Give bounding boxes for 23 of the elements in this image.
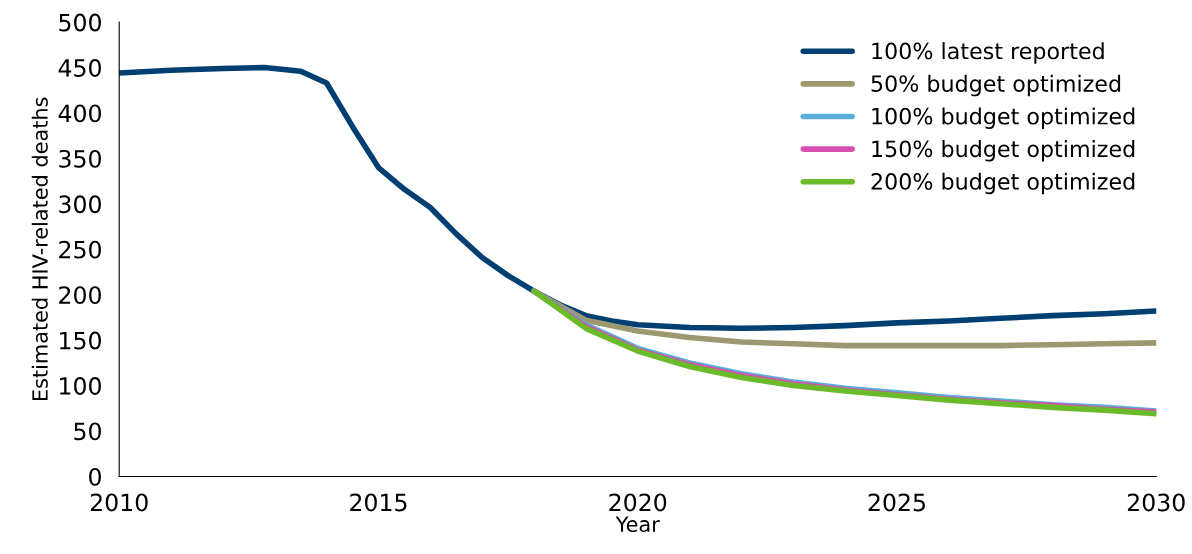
y-tick-label: 500 xyxy=(59,13,101,32)
y-tick-label: 300 xyxy=(59,195,101,214)
legend-label: 100% latest reported xyxy=(872,42,1104,64)
y-tick-label: 400 xyxy=(58,104,101,123)
x-tick-label: 2025 xyxy=(868,493,925,512)
x-tick-label: 2030 xyxy=(1127,493,1185,512)
legend-label: 50% budget optimized xyxy=(871,74,1121,97)
y-tick-label: 0 xyxy=(89,467,101,486)
y-axis-title: Estimated HIV-related deaths xyxy=(31,97,48,401)
y-tick-label: 50 xyxy=(74,422,101,441)
legend-label: 200% budget optimized xyxy=(871,172,1135,195)
legend-label: 150% budget optimized xyxy=(872,140,1135,162)
x-axis-title: Year xyxy=(615,516,660,533)
legend-label: 100% budget optimized xyxy=(872,107,1135,129)
x-tick-label: 2010 xyxy=(90,493,148,512)
y-tick-label: 200 xyxy=(59,286,101,305)
y-tick-label: 100 xyxy=(60,377,101,395)
y-tick-label: 450 xyxy=(58,59,101,77)
y-tick-label: 250 xyxy=(59,240,101,259)
y-tick-label: 150 xyxy=(60,331,101,350)
x-tick-label: 2020 xyxy=(609,493,667,512)
x-tick-label: 2015 xyxy=(350,493,407,512)
y-tick-label: 350 xyxy=(59,149,101,168)
